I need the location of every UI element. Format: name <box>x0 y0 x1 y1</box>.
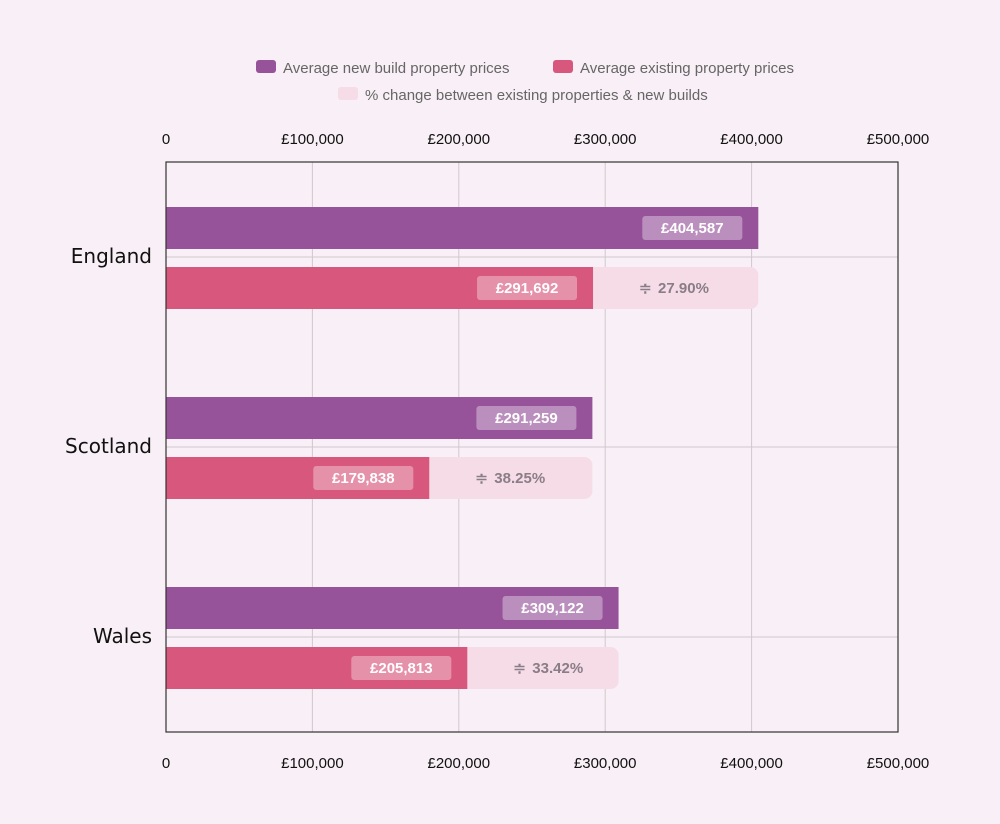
x-tick-label-bottom: 0 <box>162 755 170 772</box>
bar-new-build <box>166 587 619 629</box>
category-labels: England Scotland Wales <box>65 244 152 648</box>
x-tick-label-top: £400,000 <box>720 131 783 148</box>
legend-swatch <box>553 60 573 73</box>
legend: Average new build property prices Average… <box>256 60 794 104</box>
x-tick-label-bottom: £200,000 <box>428 755 491 772</box>
legend-label: Average new build property prices <box>283 60 510 77</box>
x-tick-label-bottom: £400,000 <box>720 755 783 772</box>
gridlines <box>166 162 898 732</box>
value-pill <box>351 656 452 680</box>
pct-change-band <box>459 647 619 689</box>
value-label-new-build: £309,122 <box>521 600 584 617</box>
x-tick-label-top: £500,000 <box>867 131 930 148</box>
bar-existing <box>166 457 430 499</box>
x-tick-label-top: 0 <box>162 131 170 148</box>
bar-new-build <box>166 207 759 249</box>
legend-swatch <box>256 60 276 73</box>
value-pill <box>476 406 577 430</box>
category-label: Scotland <box>65 434 152 458</box>
x-tick-label-top: £100,000 <box>281 131 344 148</box>
bar-new-build <box>166 397 593 439</box>
value-pill <box>477 276 578 300</box>
value-label-existing: £205,813 <box>370 660 433 677</box>
approx-equal-icon: ≑ <box>513 660 526 677</box>
category-label: England <box>71 244 152 268</box>
x-tick-label-top: £200,000 <box>428 131 491 148</box>
value-pill <box>313 466 414 490</box>
pct-change-label: 33.42% <box>532 660 583 677</box>
axis-ticks: 0 0 £100,000 £100,000 £200,000 £200,000 £300,0… <box>162 131 929 772</box>
x-tick-label-bottom: £300,000 <box>574 755 637 772</box>
pct-change-band <box>585 267 759 309</box>
plot-frame <box>165 161 899 733</box>
bar-existing <box>166 647 468 689</box>
legend-label: Average existing property prices <box>580 60 794 77</box>
value-labels: £404,587 £291,692 ≑ 27.90% £291,259 £179,838 ≑… <box>313 216 743 680</box>
approx-equal-icon: ≑ <box>639 280 652 297</box>
pct-change-label: 27.90% <box>658 280 709 297</box>
value-label-existing: £179,838 <box>332 470 395 487</box>
approx-equal-icon: ≑ <box>475 470 488 487</box>
value-label-existing: £291,692 <box>496 280 559 297</box>
x-tick-label-top: £300,000 <box>574 131 637 148</box>
legend-swatch <box>338 87 358 100</box>
bar-existing <box>166 267 594 309</box>
value-pill <box>642 216 743 240</box>
value-label-new-build: £404,587 <box>661 220 724 237</box>
value-pill <box>502 596 603 620</box>
pct-change-label: 38.25% <box>494 470 545 487</box>
legend-label: % change between existing properties & n… <box>365 87 708 104</box>
value-label-new-build: £291,259 <box>495 410 558 427</box>
pct-change-band <box>421 457 593 499</box>
category-label: Wales <box>93 624 152 648</box>
x-tick-label-bottom: £500,000 <box>867 755 930 772</box>
x-tick-label-bottom: £100,000 <box>281 755 344 772</box>
bars <box>166 207 759 689</box>
